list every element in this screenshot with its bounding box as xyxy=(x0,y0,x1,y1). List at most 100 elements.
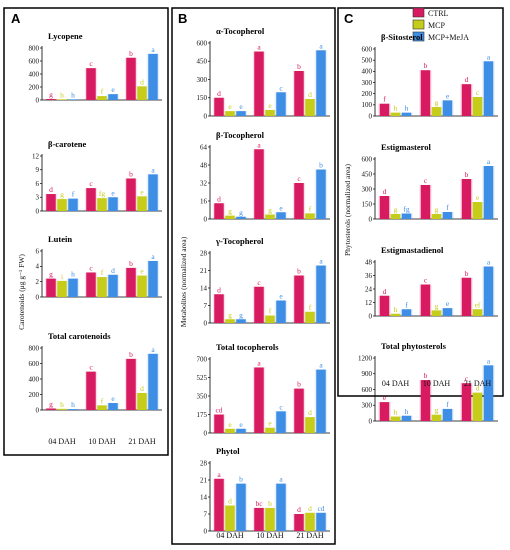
chart-c-4-bar-ctrl-1 xyxy=(379,402,390,421)
chart-b-3-sig-letter: d xyxy=(217,285,221,294)
chart-b-3-bar-ctrl-1 xyxy=(214,294,224,323)
chart-b-5-sig-letter: bc xyxy=(255,499,263,508)
chart-b-3-ytick-label: 28 xyxy=(200,249,208,257)
chart-b-2-bar-ctrl-2 xyxy=(254,149,264,219)
legend-label-mcp-meja: MCP+MeJA xyxy=(428,33,469,42)
chart-b-4-ytick-label: 350 xyxy=(197,392,208,400)
chart-b-2-bar-mcp-1 xyxy=(225,215,235,219)
chart-c-2-sig-letter: g xyxy=(435,205,439,214)
chart-b-2-ytick-label: 16 xyxy=(200,197,208,205)
chart-b-4-bar-ctrl-2 xyxy=(254,367,264,433)
chart-b-5-sig-letter: b xyxy=(268,499,272,508)
chart-c-3-sig-letter: ef xyxy=(475,300,481,309)
chart-c-2-ytick-label: 150 xyxy=(362,200,373,208)
chart-b-2-ytick-label: 48 xyxy=(200,161,208,169)
chart-a-4-sig-letter: c xyxy=(89,363,93,372)
chart-c-4-bar-mcp-meja-2 xyxy=(442,408,453,421)
chart-b-4-bar-mcp-meja-3 xyxy=(316,369,326,433)
chart-c-3-bar-mcp-1 xyxy=(390,313,401,316)
chart-a-1-bar-mcp-meja-3 xyxy=(148,53,158,100)
chart-a-1-sig-letter: h xyxy=(60,90,64,99)
legend-swatch-mcp-meja xyxy=(412,31,425,42)
chart-c-1-bar-mcp-meja-2 xyxy=(442,100,453,116)
panel-a-xtick-1: 04 DAH xyxy=(48,437,76,446)
chart-b-5-sig-letter: b xyxy=(239,475,243,484)
chart-a-1-sig-letter: e xyxy=(111,85,115,94)
chart-c-2-sig-letter: fg xyxy=(403,205,409,214)
panel-b-xtick-1: 04 DAH xyxy=(216,531,244,540)
chart-b-2-bar-mcp-meja-1 xyxy=(236,216,246,219)
chart-b-2-sig-letter: b xyxy=(319,161,323,170)
chart-c-4-sig-letter: c xyxy=(465,374,469,383)
chart-a-1-bar-ctrl-3 xyxy=(126,57,136,100)
chart-b-4-bar-mcp-3 xyxy=(305,417,315,433)
chart-a-3-ytick-label: 6 xyxy=(36,247,40,255)
chart-b-1-sig-letter: e xyxy=(239,102,243,111)
chart-a-2-title: β-carotene xyxy=(48,139,87,149)
chart-c-1-bar-ctrl-1 xyxy=(379,103,390,116)
chart-a-1-ytick-label: 200 xyxy=(29,83,40,91)
chart-b-1-sig-letter: c xyxy=(279,83,283,92)
chart-b-2-bar-ctrl-3 xyxy=(294,183,304,219)
chart-a-4-bar-mcp-1 xyxy=(57,408,67,410)
chart-a-3-sig-letter: f xyxy=(101,268,104,277)
chart-a-2-ytick-label: 6 xyxy=(36,180,40,188)
chart-a-2-bar-ctrl-2 xyxy=(86,188,96,211)
chart-a-4-sig-letter: h xyxy=(71,400,75,409)
chart-c-3-sig-letter: d xyxy=(383,287,387,296)
chart-b-1-sig-letter: d xyxy=(217,89,221,98)
chart-c-1-sig-letter: d xyxy=(465,75,469,84)
chart-c-3-bar-ctrl-3 xyxy=(461,277,472,316)
chart-c-4-ytick-label: 900 xyxy=(362,370,373,378)
chart-c-1-sig-letter: f xyxy=(383,95,386,104)
chart-a-3-bar-mcp-1 xyxy=(57,280,67,297)
chart-b-5-ytick-label: 0 xyxy=(204,527,208,535)
chart-c-1-sig-letter: a xyxy=(487,52,491,61)
chart-b-5-bar-mcp-meja-3 xyxy=(316,512,326,531)
chart-a-2-sig-letter: a xyxy=(151,165,155,174)
chart-b-3-ytick-label: 0 xyxy=(204,319,208,327)
chart-a-3-sig-letter: c xyxy=(89,263,93,272)
legend: CTRL MCP MCP+MeJA xyxy=(412,7,469,42)
chart-c-2-ytick-label: 300 xyxy=(362,185,373,193)
chart-a-4-ytick-label: 800 xyxy=(29,344,40,352)
chart-b-3-sig-letter: a xyxy=(319,257,323,266)
chart-a-2-bar-mcp-3 xyxy=(137,196,147,211)
chart-a-2-sig-letter: d xyxy=(49,185,53,194)
chart-a-2-bar-mcp-2 xyxy=(97,198,107,211)
chart-a-1-sig-letter: d xyxy=(140,77,144,86)
chart-c-2-sig-letter: b xyxy=(465,170,469,179)
chart-c-4-bar-mcp-1 xyxy=(390,416,401,421)
chart-c-1-ytick-label: 600 xyxy=(362,45,373,53)
chart-b-4-bar-mcp-meja-2 xyxy=(276,411,286,433)
chart-a-4-bar-mcp-meja-1 xyxy=(68,409,78,410)
chart-b-5-sig-letter: d xyxy=(308,504,312,513)
chart-b-4-sig-letter: e xyxy=(228,420,232,429)
chart-c-3-bar-ctrl-2 xyxy=(420,284,431,316)
chart-c-1-bar-mcp-1 xyxy=(390,112,401,116)
chart-a-2-bar-mcp-meja-2 xyxy=(108,197,118,211)
chart-b-4-sig-letter: b xyxy=(297,380,301,389)
chart-c-1-sig-letter: h xyxy=(405,104,409,113)
chart-c-4-ytick-label: 1200 xyxy=(358,354,373,362)
chart-c-4-bar-mcp-meja-3 xyxy=(483,365,494,421)
chart-c-2-sig-letter: c xyxy=(424,176,428,185)
chart-b-1-sig-letter: a xyxy=(257,43,261,52)
panel-a-frame xyxy=(3,7,169,456)
chart-a-3-bar-mcp-meja-1 xyxy=(68,278,78,297)
chart-a-3-bar-mcp-3 xyxy=(137,275,147,297)
chart-b-2-sig-letter: g xyxy=(268,206,272,215)
chart-a-4-bar-ctrl-2 xyxy=(86,371,96,410)
chart-c-4-bar-mcp-meja-1 xyxy=(401,415,412,421)
chart-c-3-bar-mcp-meja-1 xyxy=(401,309,412,316)
chart-c-2-title: Estigmasterol xyxy=(381,142,432,152)
chart-b-5-bar-ctrl-1 xyxy=(214,478,224,531)
chart-b-1-bar-mcp-meja-2 xyxy=(276,92,286,116)
chart-c-4-sig-letter: a xyxy=(487,356,491,365)
chart-b-5-sig-letter: cd xyxy=(317,504,324,513)
chart-c-4-bar-ctrl-3 xyxy=(461,383,472,421)
